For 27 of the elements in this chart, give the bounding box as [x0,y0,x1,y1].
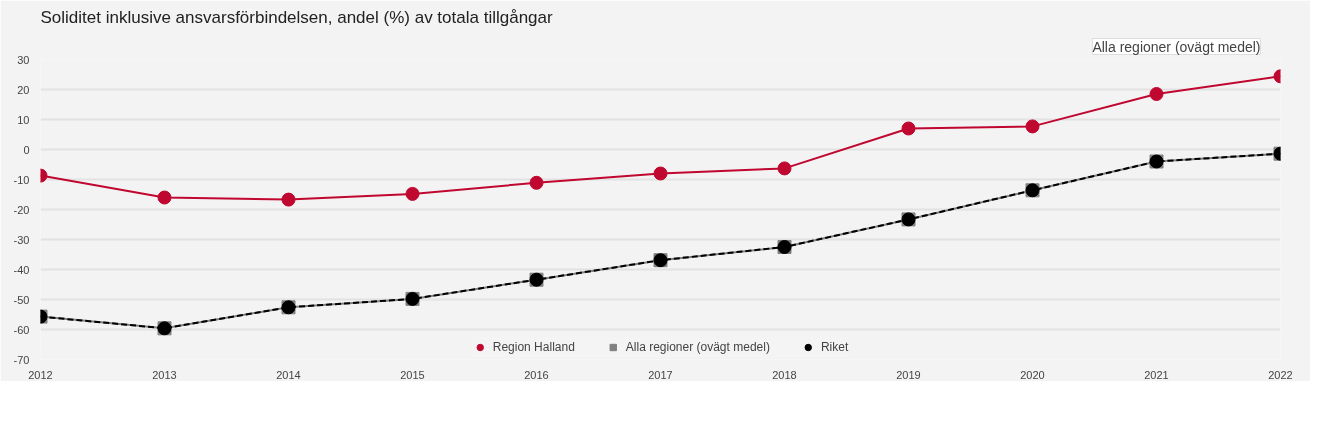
x-tick-label: 2013 [152,368,177,381]
x-tick-label: 2022 [1268,368,1293,381]
y-tick-label: -40 [13,263,30,276]
y-tick-label: -10 [13,173,30,186]
y-tick-label: -50 [13,293,30,306]
y-tick-label: -60 [13,323,30,336]
y-tick-label: 30 [17,53,30,66]
y-tick-label: -30 [13,233,30,246]
x-tick-label: 2015 [400,368,425,381]
y-tick-label: 20 [17,83,30,96]
x-tick-label: 2021 [1144,368,1169,381]
y-tick-label: -70 [13,353,30,366]
y-tick-label: -20 [13,203,30,216]
text: Alla regioner (ovägt medel) [1092,38,1261,55]
legend-label: Riket [820,340,849,354]
x-tick-label: 2020 [1020,368,1045,381]
x-tick-label: 2014 [276,368,301,381]
legend-label: Alla regioner (ovägt medel) [625,340,770,354]
x-tick-label: 2017 [648,368,673,381]
x-tick-label: 2019 [896,368,921,381]
x-tick-label: 2012 [28,368,53,381]
y-tick-label: 10 [17,113,30,126]
legend-label: Region Halland [492,340,575,354]
chart-title: Soliditet inklusive ansvarsförbindelsen, andel (%) av totala tillgångar [40,7,554,27]
x-tick-label: 2018 [772,368,797,381]
x-tick-label: 2016 [524,368,549,381]
y-tick-label: 0 [23,143,30,156]
